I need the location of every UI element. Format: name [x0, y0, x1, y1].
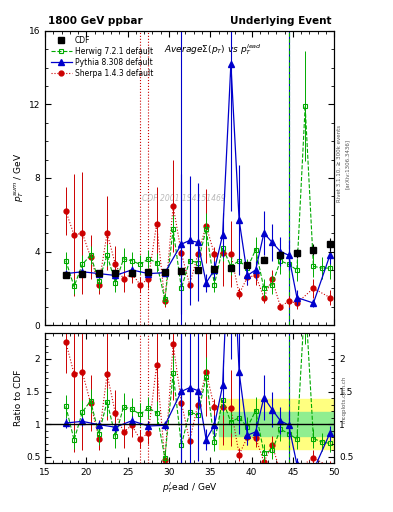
Text: Average$\Sigma(p_T)$ vs $p_T^{lead}$: Average$\Sigma(p_T)$ vs $p_T^{lead}$: [164, 42, 262, 57]
Y-axis label: Ratio to CDF: Ratio to CDF: [14, 370, 23, 426]
Bar: [219, 413, 334, 436]
Legend: CDF, Herwig 7.2.1 default, Pythia 8.308 default, Sherpa 1.4.3 default: CDF, Herwig 7.2.1 default, Pythia 8.308 …: [49, 34, 155, 79]
Text: CDF 2001 1S4151469: CDF 2001 1S4151469: [142, 195, 226, 203]
Text: 1800 GeV ppbar: 1800 GeV ppbar: [48, 16, 143, 26]
Bar: [219, 399, 334, 449]
Y-axis label: $p_T^{sum}$ / GeV: $p_T^{sum}$ / GeV: [13, 153, 26, 203]
Text: mcqplots.cern.ch: mcqplots.cern.ch: [342, 376, 346, 423]
Text: Underlying Event: Underlying Event: [230, 16, 331, 26]
X-axis label: $p_T^{l}$ead / GeV: $p_T^{l}$ead / GeV: [162, 480, 218, 495]
Text: [arXiv:1306.3436]: [arXiv:1306.3436]: [345, 139, 350, 189]
Text: Rivet 3.1.10, ≥ 300k events: Rivet 3.1.10, ≥ 300k events: [337, 125, 342, 202]
